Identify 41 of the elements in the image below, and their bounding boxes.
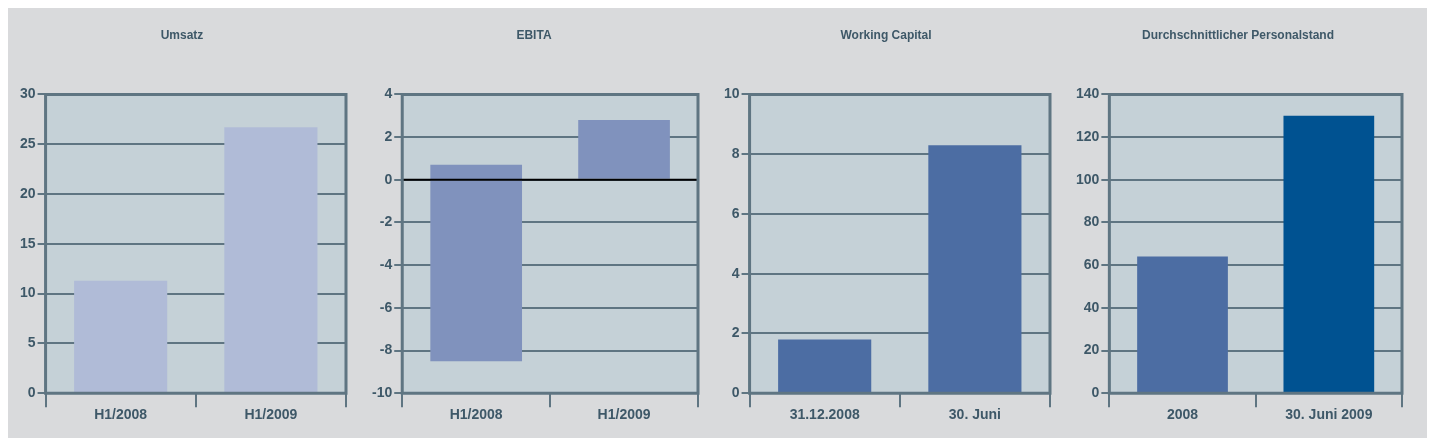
y-tick-label: -8	[379, 341, 393, 358]
y-tick-label: 0	[1091, 384, 1100, 401]
y-tick-label: 4	[731, 264, 740, 281]
y-tick-label: 25	[19, 135, 36, 152]
x-tick-label: H1/2009	[597, 406, 651, 423]
y-tick-label: 8	[731, 145, 740, 162]
y-tick-label: 2	[384, 127, 393, 144]
x-tick-label: H1/2008	[449, 406, 503, 423]
chart-title: Durchschnittlicher Personalstand	[1141, 27, 1335, 42]
x-tick-label: 31.12.2008	[789, 406, 860, 423]
chart-title: Umsatz	[160, 27, 204, 42]
y-tick-label: 100	[1076, 170, 1100, 187]
y-tick-label: 0	[384, 170, 393, 187]
x-tick-label: H1/2008	[94, 406, 148, 423]
x-tick-label: 30. Juni 2009	[1285, 406, 1373, 423]
y-tick-label: 120	[1076, 127, 1100, 144]
y-tick-label: 0	[27, 384, 36, 401]
y-tick-label: 20	[19, 184, 36, 201]
y-tick-label: 0	[731, 384, 740, 401]
y-tick-label: 30	[19, 85, 36, 102]
y-tick-label: -4	[379, 256, 393, 272]
y-tick-label: 40	[1083, 298, 1100, 315]
y-tick-label: 60	[1083, 256, 1100, 272]
y-tick-label: 6	[731, 204, 740, 221]
y-tick-label: 10	[723, 85, 740, 102]
chart-title: EBITA	[516, 27, 552, 42]
y-tick-label: 140	[1076, 85, 1100, 102]
y-tick-label: -2	[379, 213, 393, 230]
y-tick-label: 20	[1083, 341, 1100, 358]
y-tick-label: -10	[372, 384, 393, 401]
x-tick-label: 2008	[1166, 406, 1199, 423]
y-tick-label: -6	[379, 298, 393, 315]
y-tick-label: 2	[731, 324, 740, 341]
y-tick-label: 80	[1083, 213, 1100, 230]
y-tick-label: 10	[19, 284, 36, 301]
chart-title: Working Capital	[840, 27, 932, 42]
y-tick-label: 4	[384, 85, 393, 102]
x-tick-label: H1/2009	[244, 406, 298, 423]
x-tick-label: 30. Juni	[948, 406, 1001, 423]
y-tick-label: 5	[27, 334, 36, 351]
y-tick-label: 15	[19, 234, 36, 251]
